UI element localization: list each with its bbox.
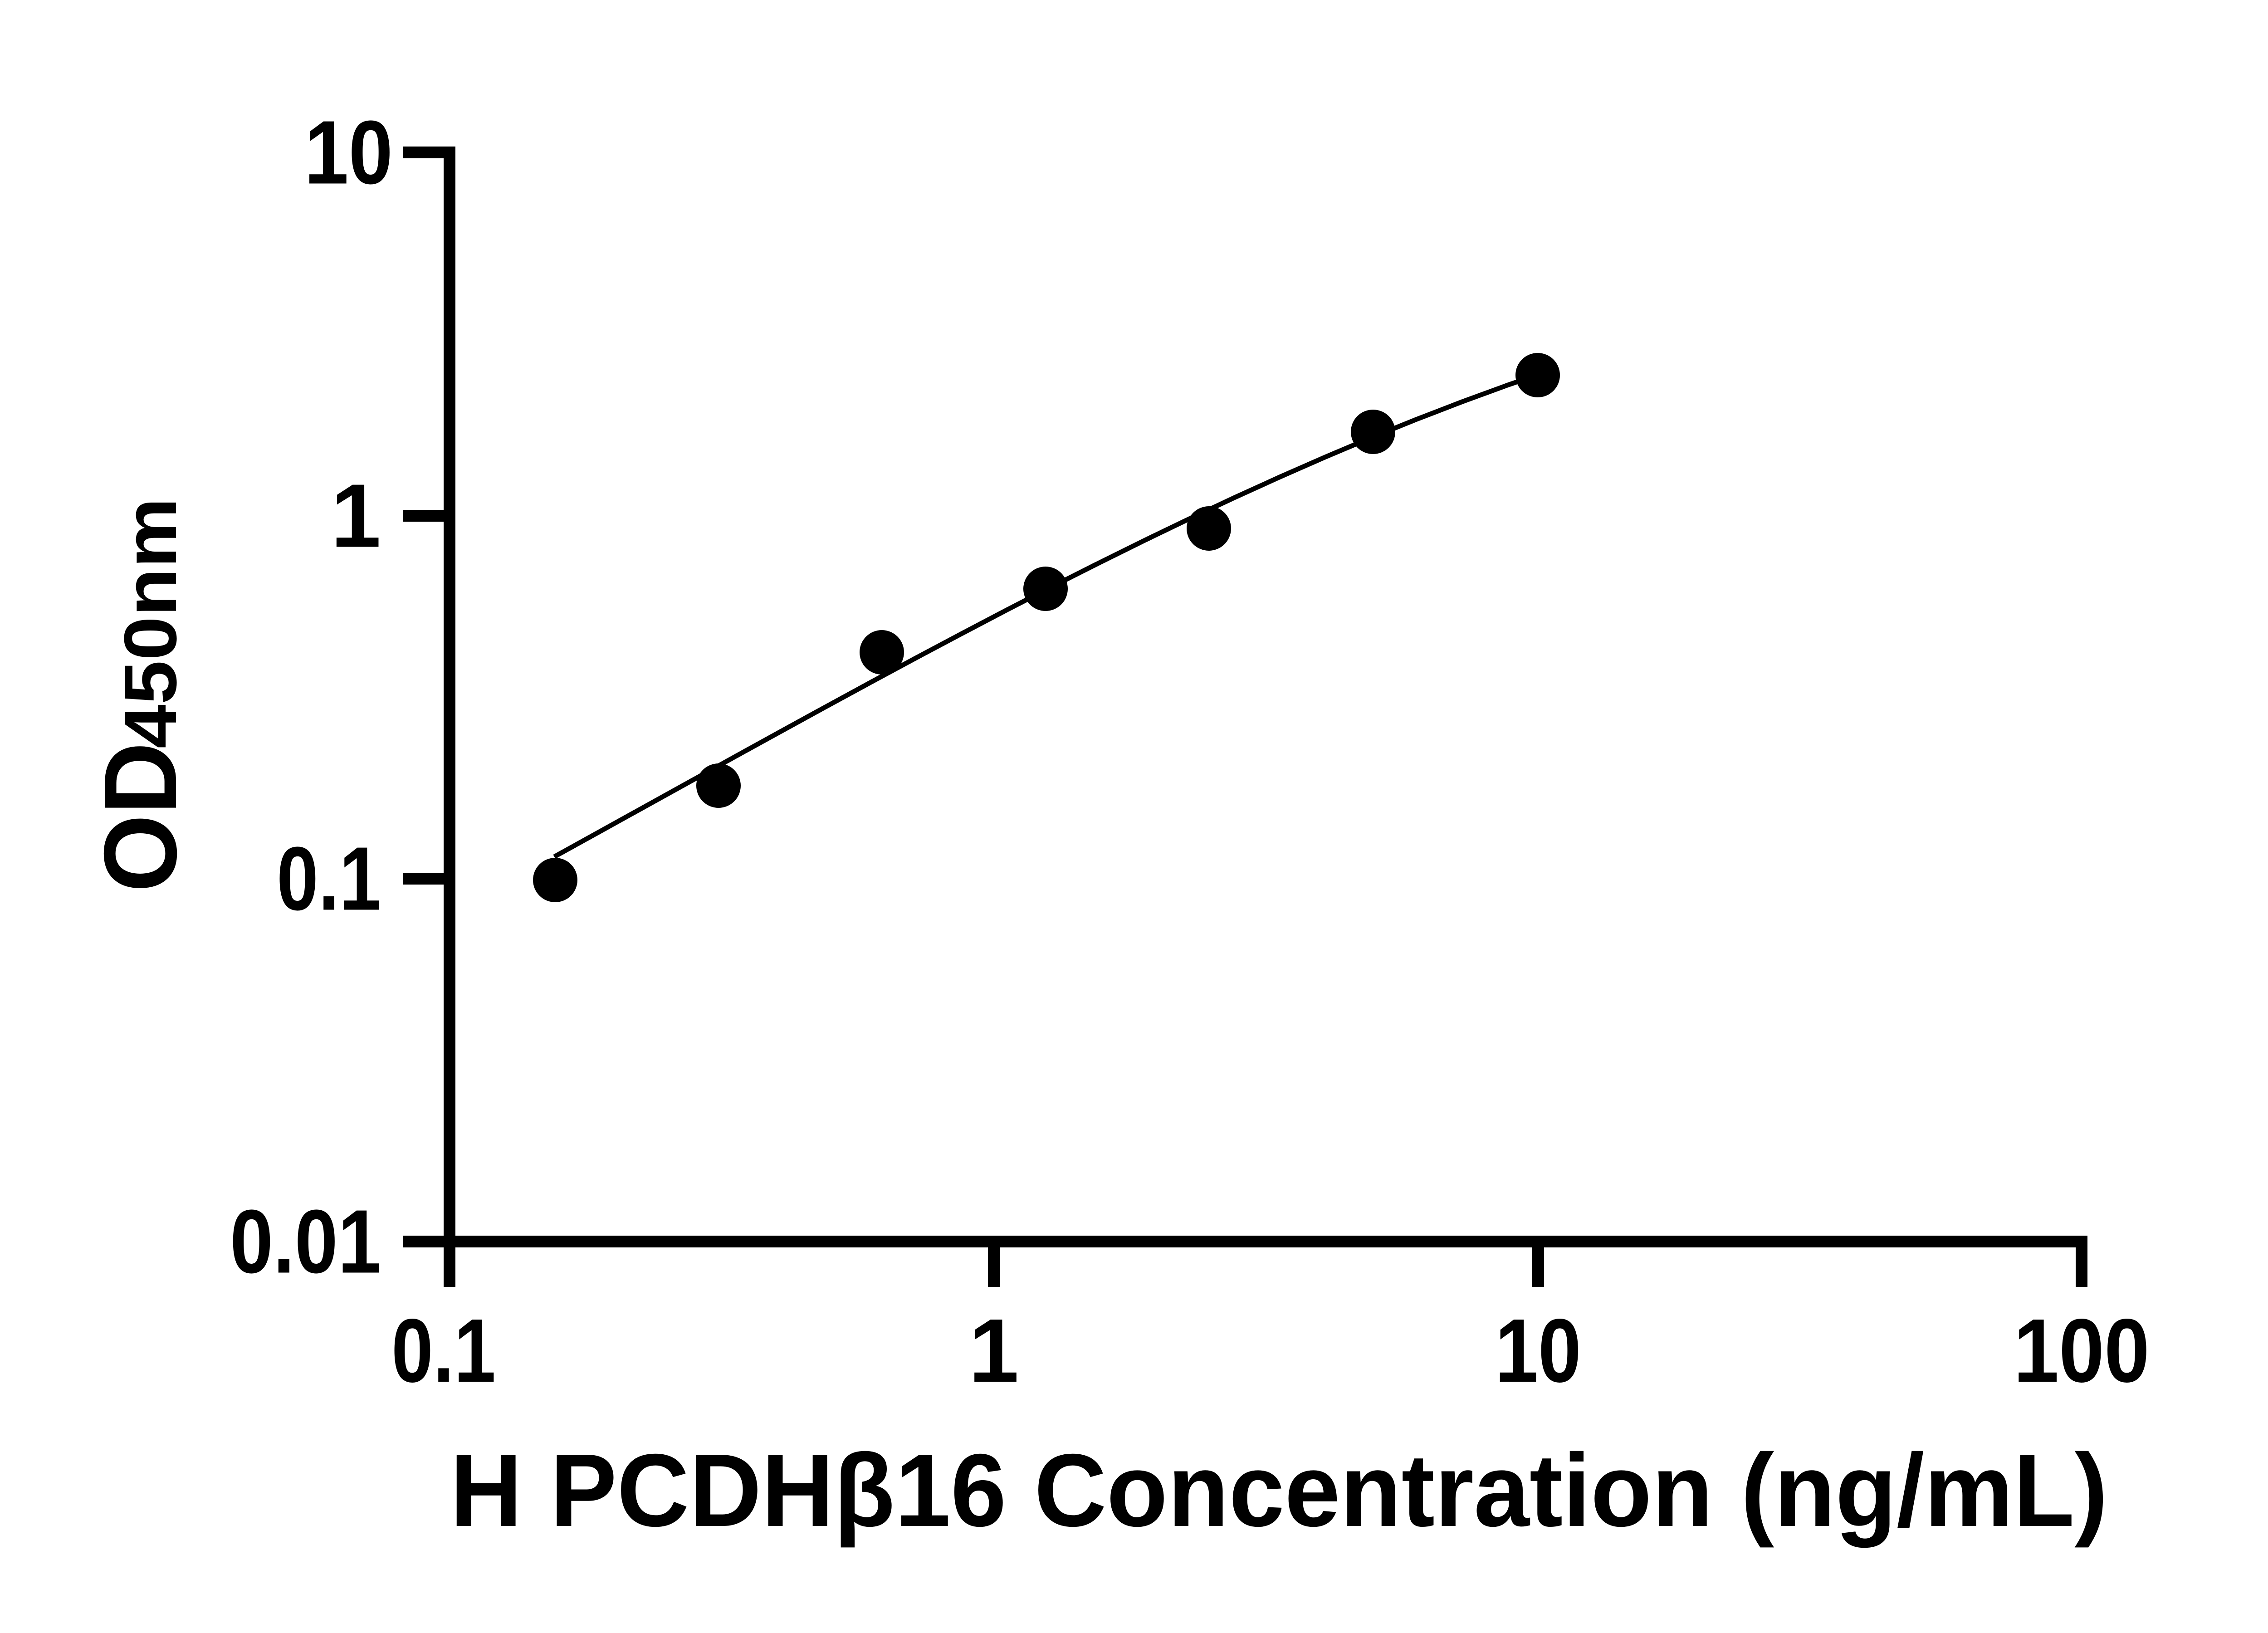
svg-text:0.1: 0.1 <box>391 1301 496 1401</box>
svg-text:0.1: 0.1 <box>277 829 381 929</box>
svg-text:10: 10 <box>304 103 393 203</box>
svg-text:0.01: 0.01 <box>230 1192 381 1292</box>
svg-text:10: 10 <box>1495 1301 1581 1401</box>
svg-text:OD: OD <box>83 742 198 892</box>
svg-text:1: 1 <box>331 466 381 567</box>
svg-text:100: 100 <box>2014 1301 2150 1401</box>
svg-text:450nm: 450nm <box>109 498 192 748</box>
svg-text:1: 1 <box>969 1301 1019 1401</box>
svg-text:H PCDHβ16 Concentration (ng/mL: H PCDHβ16 Concentration (ng/mL) <box>450 1433 2108 1548</box>
